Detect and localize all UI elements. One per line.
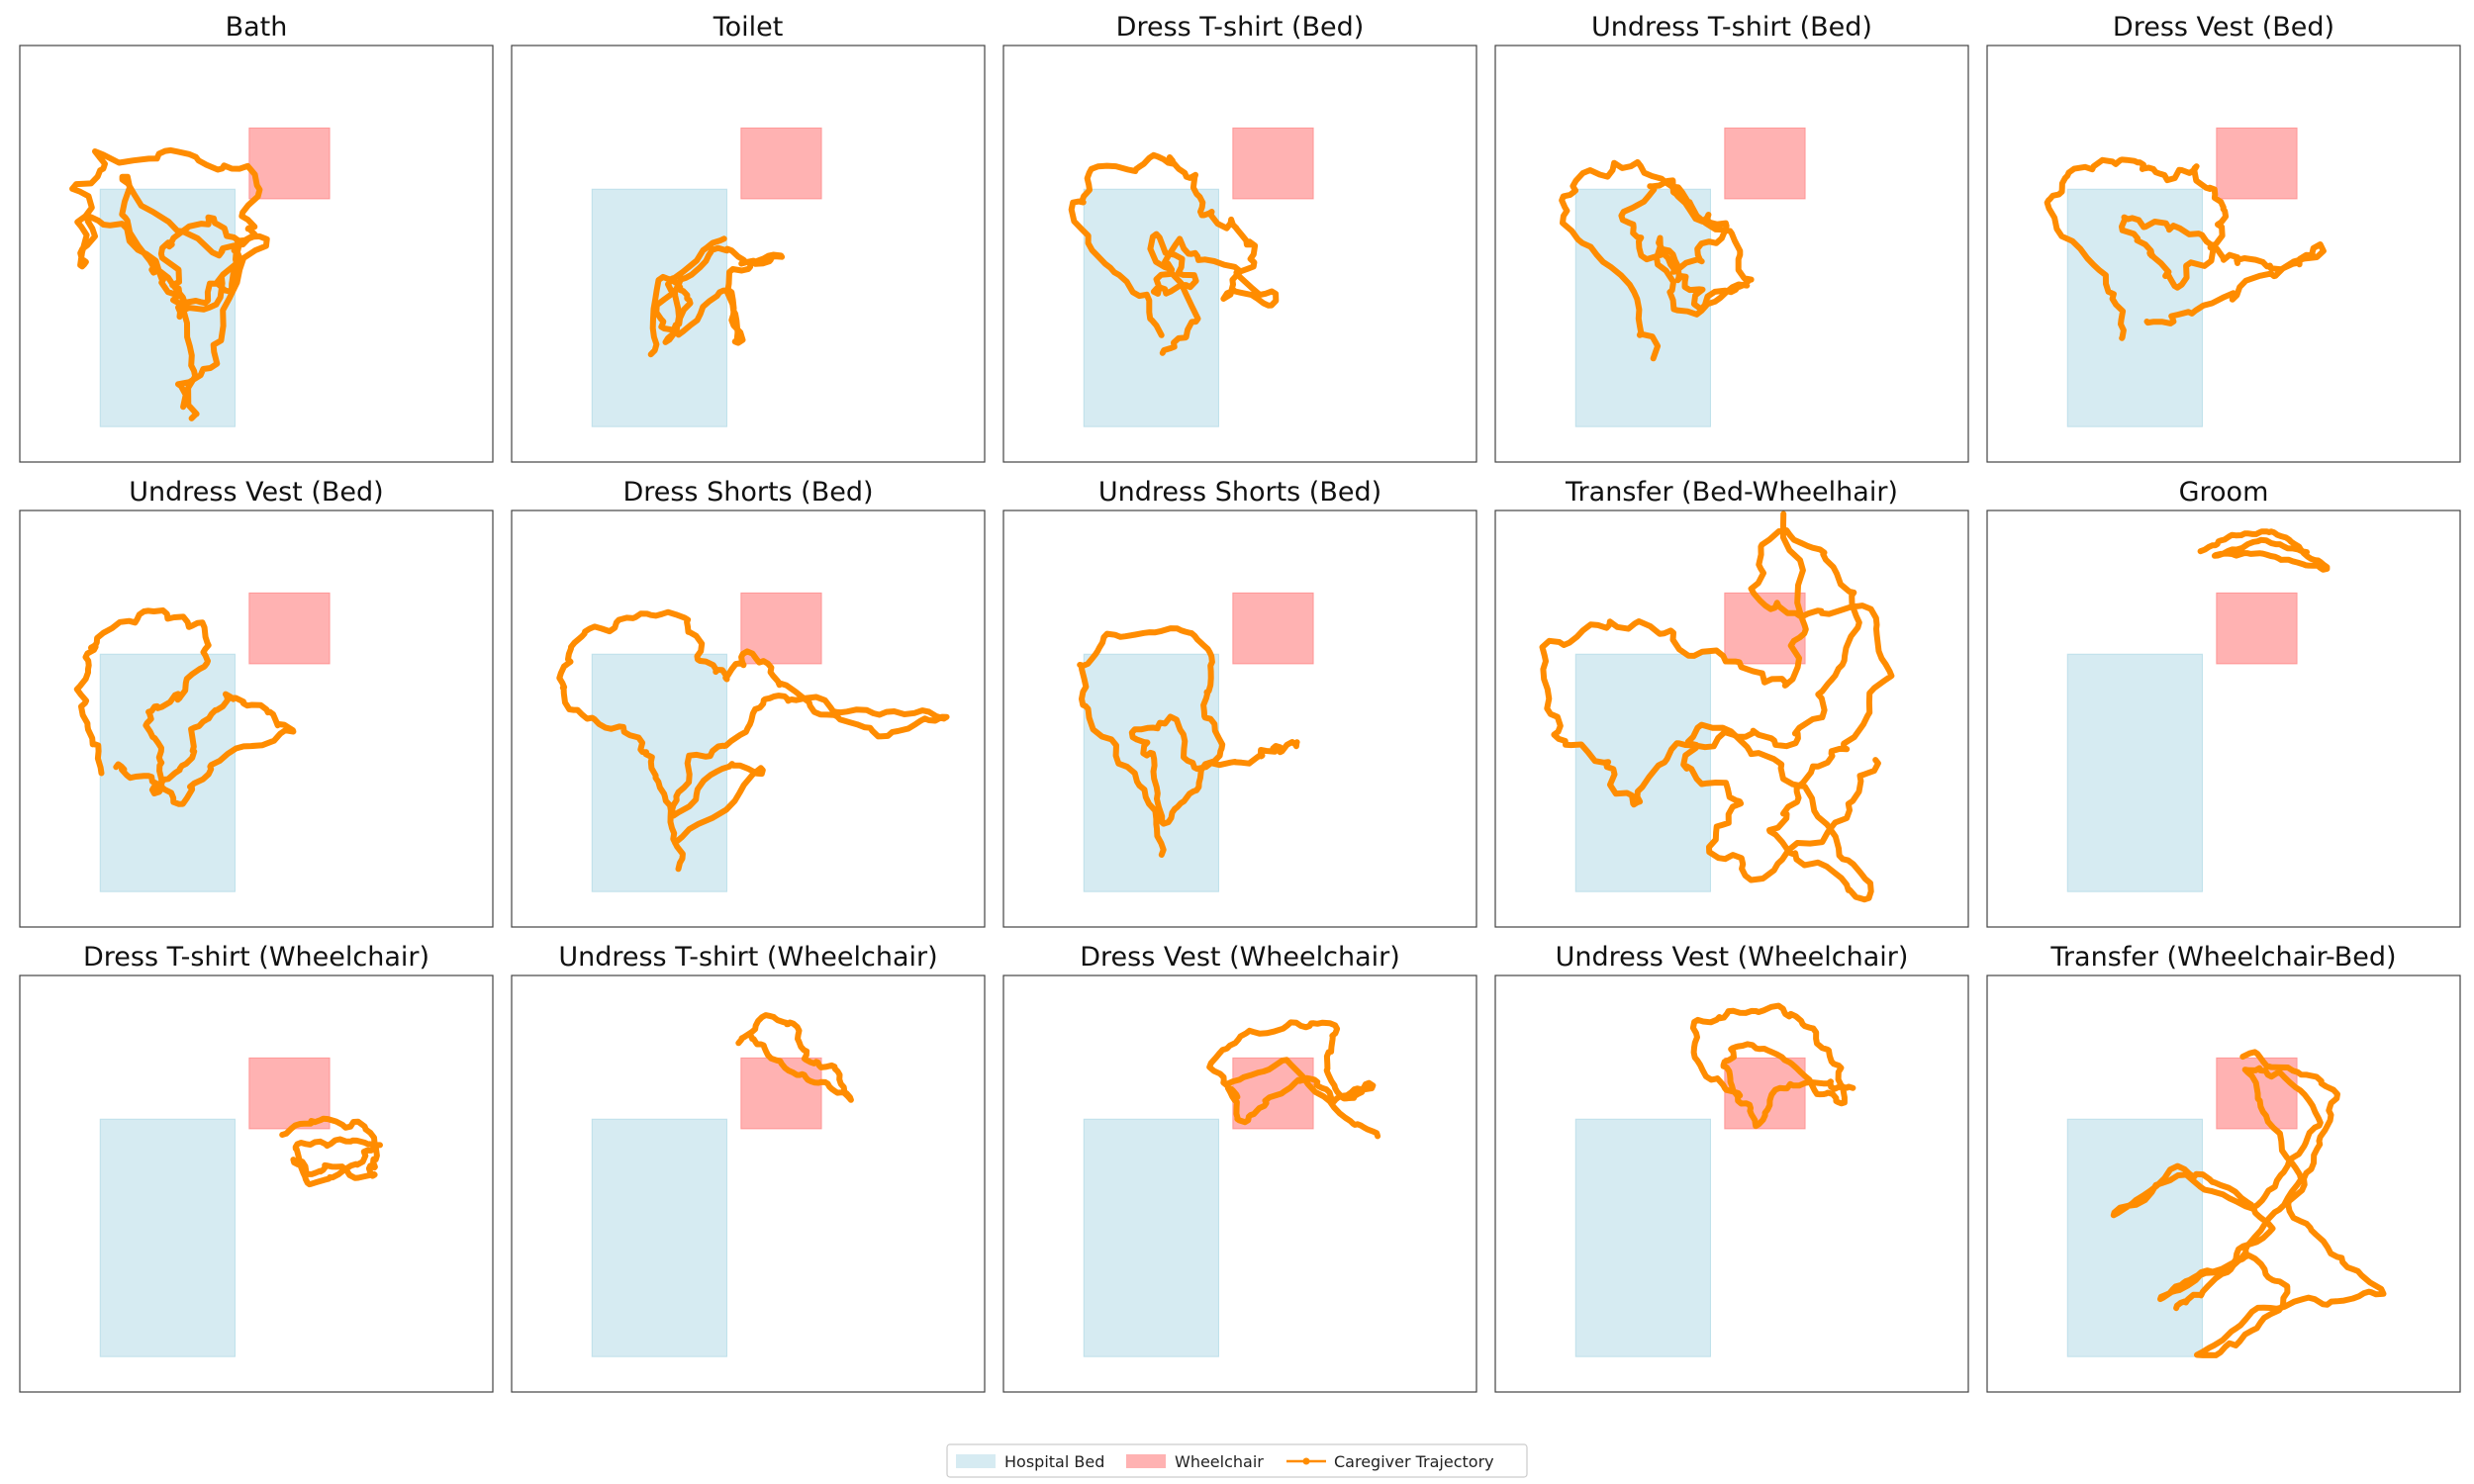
caregiver-trajectory-line [279,1115,383,1188]
caregiver-trajectory-line [735,1012,854,1103]
panel-15: Transfer (Wheelchair-Bed) [1986,942,2461,1393]
panel-1: Bath [19,12,494,463]
caregiver-trajectory-line [2110,1049,2387,1358]
panel-title: Dress T-shirt (Bed) [1116,12,1365,43]
panel-frame [511,45,986,463]
hospital-bed-rect [1574,653,1711,892]
wheelchair-rect [1232,127,1314,200]
panel-frame [511,974,986,1393]
panel-title: Undress T-shirt (Bed) [1591,12,1872,43]
caregiver-trajectory-line [73,607,297,807]
wheelchair-rect [2216,127,2298,200]
panel-frame [1494,45,1969,463]
legend-bed-label: Hospital Bed [1004,1452,1104,1471]
panel-frame [1986,974,2461,1393]
hospital-bed-rect [2066,653,2203,892]
panel-title: Dress Vest (Bed) [2113,12,2334,43]
hospital-bed-rect [1574,1118,1711,1357]
caregiver-trajectory-line [556,608,950,873]
legend-trajectory-marker [1302,1457,1310,1465]
panel-8: Undress Shorts (Bed) [1002,477,1477,928]
panel-4: Undress T-shirt (Bed) [1494,12,1969,463]
wheelchair-rect [1724,127,1806,200]
caregiver-trajectory-line [1539,510,1895,903]
legend-wheelchair-swatch [1126,1454,1166,1468]
panel-frame [1494,510,1969,928]
wheelchair-rect [248,592,331,665]
panel-title: Groom [2179,477,2269,508]
panel-frame [1002,45,1477,463]
panel-10: Groom [1986,477,2461,928]
panel-title: Undress Vest (Bed) [129,477,383,508]
panel-frame [19,974,494,1393]
caregiver-trajectory-line [69,146,270,421]
panel-5: Dress Vest (Bed) [1986,12,2461,463]
legend-wheelchair-label: Wheelchair [1175,1452,1264,1471]
panel-3: Dress T-shirt (Bed) [1002,12,1477,463]
caregiver-trajectory-line [2044,156,2327,341]
panel-frame [1986,45,2461,463]
hospital-bed-rect [99,1118,236,1357]
panel-title: Dress Shorts (Bed) [622,477,873,508]
hospital-bed-rect [1574,188,1711,427]
caregiver-trajectory-line [1068,151,1280,356]
panel-11: Dress T-shirt (Wheelchair) [19,942,494,1393]
panel-12: Undress T-shirt (Wheelchair) [511,942,986,1393]
panel-title: Bath [226,12,288,43]
legend: Hospital Bed Wheelchair Caregiver Trajec… [946,1443,1528,1478]
panel-title: Undress Vest (Wheelchair) [1556,942,1909,973]
panel-title: Undress T-shirt (Wheelchair) [558,942,937,973]
hospital-bed-rect [1083,1118,1219,1357]
hospital-bed-rect [99,653,236,892]
hospital-bed-rect [591,653,727,892]
hospital-bed-rect [2066,188,2203,427]
panel-13: Dress Vest (Wheelchair) [1002,942,1477,1393]
panel-title: Transfer (Bed-Wheelhair) [1565,477,1898,508]
wheelchair-rect [740,127,822,200]
panel-frame [1002,974,1477,1393]
panel-title: Transfer (Wheelchair-Bed) [2049,942,2396,973]
wheelchair-rect [2216,592,2298,665]
panel-grid: Bath Toilet Dress T-shirt (Bed) Undress T-s… [19,12,2461,1393]
wheelchair-rect [740,1057,822,1130]
panel-frame [1986,510,2461,928]
panel-9: Transfer (Bed-Wheelhair) [1494,477,1969,928]
panel-frame [511,510,986,928]
panel-14: Undress Vest (Wheelchair) [1494,942,1969,1393]
panel-title: Dress T-shirt (Wheelchair) [83,942,429,973]
caregiver-trajectory-line [647,235,786,358]
panel-title: Undress Shorts (Bed) [1098,477,1381,508]
panel-6: Undress Vest (Bed) [19,477,494,928]
panel-title: Dress Vest (Wheelchair) [1080,942,1400,973]
legend-trajectory-label: Caregiver Trajectory [1334,1452,1494,1471]
panel-frame [19,45,494,463]
wheelchair-rect [1232,592,1314,665]
panel-frame [1002,510,1477,928]
legend-bed-swatch [956,1454,996,1468]
caregiver-trajectory-line [2197,528,2331,573]
hospital-bed-rect [591,1118,727,1357]
caregiver-trajectory-line [1689,1002,1856,1130]
wheelchair-rect [248,127,331,200]
caregiver-trajectory-line [1206,1019,1381,1140]
panel-2: Toilet [511,12,986,463]
panel-7: Dress Shorts (Bed) [511,477,986,928]
panel-frame [1494,974,1969,1393]
panel-frame [19,510,494,928]
legend-frame [946,1443,1528,1478]
caregiver-trajectory-line [1559,158,1755,362]
panel-title: Toilet [713,12,784,43]
caregiver-trajectory-line [1077,625,1300,858]
hospital-bed-rect [2066,1118,2203,1357]
